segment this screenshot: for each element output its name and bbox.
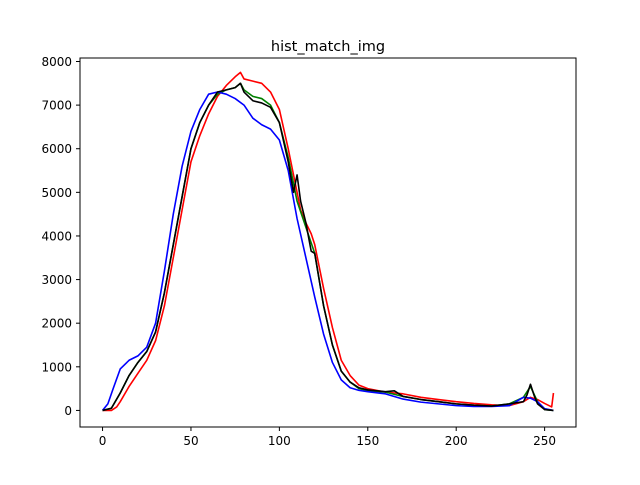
- x-tick-label: 200: [445, 434, 468, 448]
- series-group: [101, 71, 555, 412]
- series-line-3: [101, 91, 554, 412]
- plot-area: [79, 57, 577, 428]
- y-tick-label: 4000: [41, 229, 72, 243]
- x-tick-label: 250: [533, 434, 556, 448]
- y-tick-label: 3000: [41, 273, 72, 287]
- x-tick-label: 50: [183, 434, 198, 448]
- plot-frame: [79, 57, 577, 428]
- y-tick-label: 2000: [41, 317, 72, 331]
- series-line-4: [102, 82, 554, 412]
- y-tick-label: 8000: [41, 55, 72, 69]
- x-tick-label: 0: [99, 434, 107, 448]
- x-axis: 0 50 100 150 200 250: [99, 427, 556, 448]
- y-tick-label: 0: [64, 404, 72, 418]
- y-tick-label: 6000: [41, 142, 72, 156]
- y-tick-label: 7000: [41, 99, 72, 113]
- y-tick-label: 1000: [41, 360, 72, 374]
- y-tick-label: 5000: [41, 186, 72, 200]
- x-tick-label: 150: [356, 434, 379, 448]
- x-tick-label: 100: [268, 434, 291, 448]
- chart-title: hist_match_img: [271, 39, 385, 55]
- y-axis: 0 1000 2000 3000 4000 5000 6000 7000 8000: [41, 55, 80, 418]
